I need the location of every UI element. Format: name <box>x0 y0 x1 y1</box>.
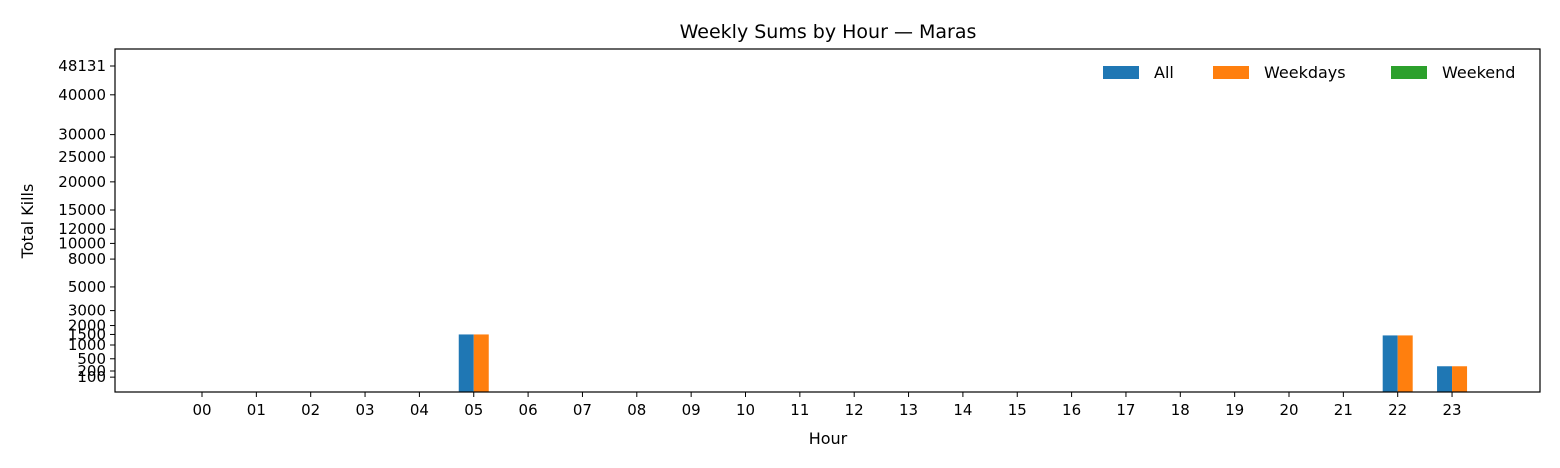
x-tick-label: 14 <box>953 401 972 419</box>
bar-weekdays-22 <box>1397 335 1413 392</box>
legend-label-all: All <box>1154 63 1174 82</box>
y-tick-label: 30000 <box>58 126 106 144</box>
legend-label-weekend: Weekend <box>1442 63 1515 82</box>
legend-label-weekdays: Weekdays <box>1264 63 1346 82</box>
x-tick-label: 20 <box>1279 401 1298 419</box>
y-tick-label: 48131 <box>58 57 106 75</box>
plot-frame <box>114 48 1541 393</box>
x-tick-label: 05 <box>464 401 483 419</box>
x-ticks: 00 01 02 03 04 05 06 07 08 09 10 11 12 13 14 15 16 17 18 19… <box>192 392 1462 419</box>
bar-all-05 <box>458 334 474 392</box>
y-tick-label: 3000 <box>68 302 106 320</box>
y-tick-label: 2000 <box>68 317 106 335</box>
x-tick-label: 16 <box>1062 401 1081 419</box>
bar-weekdays-05 <box>473 334 489 392</box>
bar-all-22 <box>1382 335 1398 392</box>
x-tick-label: 03 <box>356 401 375 419</box>
y-tick-label: 1000 <box>68 336 106 354</box>
y-tick-label: 100 <box>77 368 106 386</box>
legend-swatch-weekdays <box>1213 66 1249 79</box>
bars-group <box>458 334 1468 392</box>
y-tick-label: 15000 <box>58 201 106 219</box>
x-tick-label: 21 <box>1334 401 1353 419</box>
y-tick-label: 1500 <box>68 325 106 343</box>
y-tick-label: 8000 <box>68 250 106 268</box>
x-tick-label: 07 <box>573 401 592 419</box>
x-tick-label: 17 <box>1116 401 1135 419</box>
x-tick-label: 19 <box>1225 401 1244 419</box>
x-tick-label: 06 <box>519 401 538 419</box>
y-tick-label: 20000 <box>58 173 106 191</box>
bar-weekdays-23 <box>1452 366 1468 392</box>
x-tick-label: 01 <box>247 401 266 419</box>
x-tick-label: 00 <box>192 401 211 419</box>
x-tick-label: 22 <box>1388 401 1407 419</box>
x-tick-label: 08 <box>627 401 646 419</box>
x-tick-label: 04 <box>410 401 429 419</box>
bar-all-23 <box>1437 366 1453 392</box>
y-tick-label: 40000 <box>58 86 106 104</box>
x-tick-label: 02 <box>301 401 320 419</box>
x-tick-label: 11 <box>790 401 809 419</box>
y-tick-label: 500 <box>77 350 106 368</box>
x-tick-label: 13 <box>899 401 918 419</box>
x-tick-label: 09 <box>682 401 701 419</box>
y-tick-label: 25000 <box>58 148 106 166</box>
legend: All Weekdays Weekend <box>1103 63 1515 82</box>
chart-title: Weekly Sums by Hour — Maras <box>680 21 977 43</box>
y-axis-label: Total Kills <box>18 184 37 260</box>
y-tick-label: 200 <box>77 362 106 380</box>
y-tick-label: 5000 <box>68 278 106 296</box>
x-tick-label: 15 <box>1008 401 1027 419</box>
x-tick-label: 12 <box>845 401 864 419</box>
x-axis-label: Hour <box>809 429 848 448</box>
legend-swatch-weekend <box>1391 66 1427 79</box>
x-tick-label: 23 <box>1443 401 1462 419</box>
y-tick-label: 12000 <box>58 220 106 238</box>
y-tick-label: 10000 <box>58 234 106 252</box>
x-tick-label: 10 <box>736 401 755 419</box>
legend-swatch-all <box>1103 66 1139 79</box>
x-tick-label: 18 <box>1171 401 1190 419</box>
